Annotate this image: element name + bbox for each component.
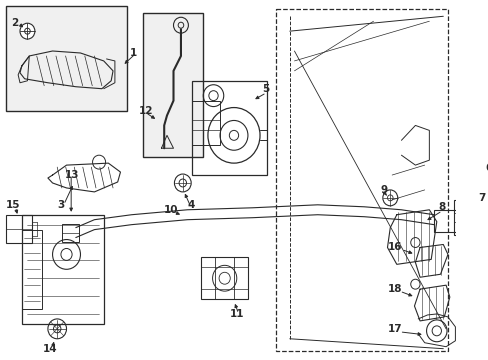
Bar: [275, 9, 447, 351]
Bar: [6, 215, 32, 243]
Bar: [192, 81, 266, 175]
Text: 13: 13: [64, 170, 79, 180]
Text: 6: 6: [484, 163, 488, 173]
Text: 4: 4: [187, 200, 194, 210]
Bar: [22, 215, 103, 324]
Text: 17: 17: [386, 324, 401, 334]
Text: 7: 7: [478, 193, 485, 203]
Text: 11: 11: [229, 309, 244, 319]
Text: 3: 3: [57, 200, 64, 210]
Text: 2: 2: [11, 18, 18, 28]
Text: 16: 16: [386, 243, 401, 252]
Circle shape: [20, 23, 35, 39]
Bar: [433, 210, 456, 231]
Bar: [201, 257, 247, 299]
Bar: [22, 230, 42, 309]
Text: 9: 9: [379, 185, 386, 195]
Text: 8: 8: [438, 202, 445, 212]
Bar: [62, 224, 79, 242]
Bar: [6, 6, 127, 111]
Text: 15: 15: [6, 200, 20, 210]
Bar: [142, 13, 203, 157]
Text: 5: 5: [262, 84, 268, 94]
Text: 18: 18: [386, 284, 401, 294]
Text: 1: 1: [129, 48, 137, 58]
Text: 10: 10: [164, 205, 178, 215]
Text: 14: 14: [43, 344, 58, 354]
Bar: [453, 200, 474, 235]
Text: 12: 12: [139, 105, 153, 116]
Bar: [192, 100, 220, 145]
